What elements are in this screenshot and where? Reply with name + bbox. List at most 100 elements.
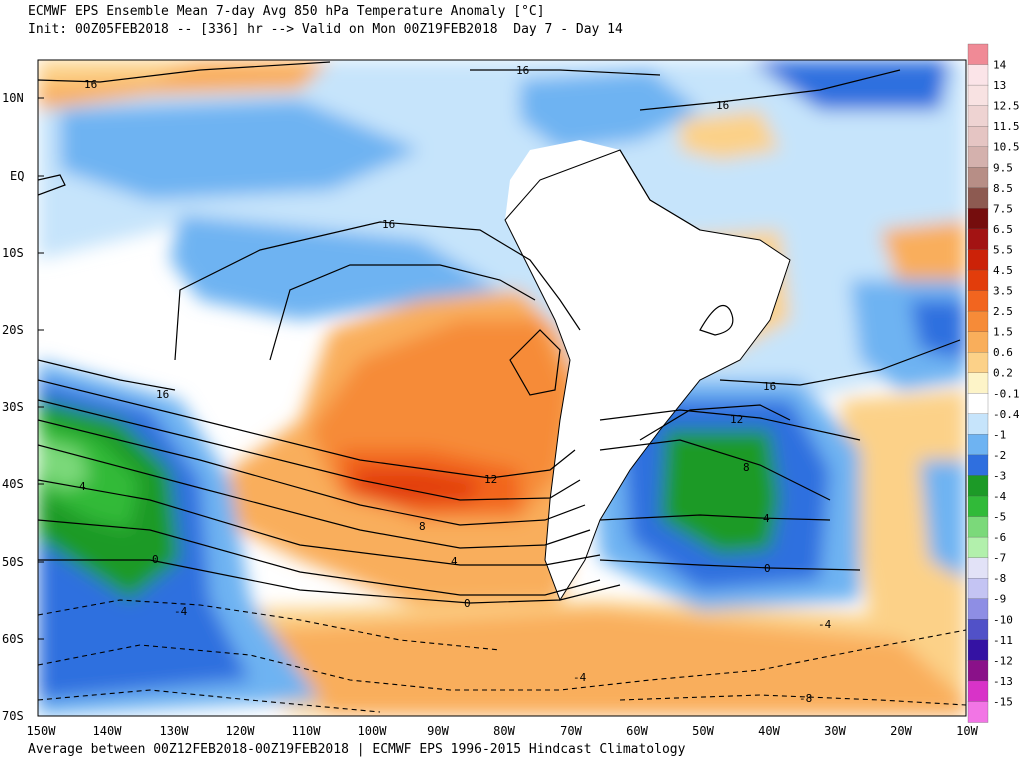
anomaly-field <box>38 60 966 716</box>
colorbar-label: 2.5 <box>993 305 1013 318</box>
colorbar-swatch <box>967 372 989 394</box>
colorbar-label: 9.5 <box>993 161 1013 174</box>
lat-axis: 10N EQ 10S 20S 30S 40S 50S 60S 70S <box>2 91 44 723</box>
colorbar-swatch <box>967 187 989 210</box>
contour-label: 16 <box>84 78 97 91</box>
colorbar-label: 7.5 <box>993 202 1013 215</box>
lon-label: 130W <box>160 724 190 738</box>
contours <box>38 61 961 604</box>
contour-label: 8 <box>419 520 426 533</box>
contour-label: 0 <box>152 553 159 566</box>
lon-label: 30W <box>824 724 846 738</box>
colorbar-label: 3.5 <box>993 285 1013 298</box>
colorbar-swatch <box>967 454 989 477</box>
colorbar-swatch <box>967 680 989 703</box>
init-valid-line: Init: 00Z05FEB2018 -- [336] hr --> Valid… <box>28 22 623 37</box>
colorbar-swatch <box>967 578 989 600</box>
contour-label: 4 <box>451 555 458 568</box>
contour-label: 12 <box>730 413 743 426</box>
negative-contours <box>38 599 966 713</box>
contour-label: 4 <box>79 480 86 493</box>
colorbar-swatch <box>967 105 989 127</box>
colorbar-label: 13 <box>993 79 1006 92</box>
colorbar-swatch <box>967 146 989 168</box>
lat-label: 30S <box>2 400 24 414</box>
colorbar <box>967 43 989 723</box>
colorbar-swatch <box>967 167 989 189</box>
lon-label: 100W <box>358 724 388 738</box>
colorbar-swatch <box>967 228 989 251</box>
contour-label: 16 <box>382 218 395 231</box>
lon-label: 60W <box>626 724 648 738</box>
colorbar-label: 6.5 <box>993 223 1013 236</box>
colorbar-label: 0.6 <box>993 346 1013 359</box>
contour-labels: 16 16 16 16 16 16 12 12 8 8 4 4 4 0 0 0 … <box>79 64 832 705</box>
contour-label: 0 <box>464 597 471 610</box>
colorbar-swatch <box>967 393 989 415</box>
contour-label: 16 <box>763 380 776 393</box>
colorbar-swatch <box>967 475 989 497</box>
lon-label: 70W <box>560 724 582 738</box>
colorbar-label: -12 <box>993 654 1013 667</box>
contour-label: 16 <box>716 99 729 112</box>
lat-label: EQ <box>10 169 24 183</box>
lon-axis: 150W 140W 130W 120W 110W 100W 90W 80W 70… <box>27 724 979 738</box>
colorbar-label: -0.1 <box>993 387 1020 400</box>
colorbar-label: -7 <box>993 552 1006 565</box>
lon-label: 150W <box>27 724 57 738</box>
contour-label: -4 <box>174 605 188 618</box>
lon-label: 20W <box>890 724 912 738</box>
contour-label: -8 <box>799 692 812 705</box>
lon-label: 10W <box>956 724 978 738</box>
colorbar-swatch <box>967 619 989 641</box>
lat-label: 50S <box>2 555 24 569</box>
lon-label: 90W <box>427 724 449 738</box>
colorbar-label: -9 <box>993 593 1006 606</box>
colorbar-label: -15 <box>993 696 1013 709</box>
colorbar-label: -6 <box>993 531 1006 544</box>
colorbar-swatch <box>967 64 989 86</box>
colorbar-swatch <box>967 413 989 436</box>
colorbar-swatch <box>967 269 989 292</box>
lat-label: 60S <box>2 632 24 646</box>
lat-label: 10S <box>2 246 24 260</box>
colorbar-swatch <box>967 639 989 662</box>
lon-label: 40W <box>758 724 780 738</box>
colorbar-label: -8 <box>993 572 1006 585</box>
colorbar-label: 0.2 <box>993 367 1013 380</box>
lat-label: 20S <box>2 323 24 337</box>
contour-label: -4 <box>573 671 587 684</box>
lat-label: 10N <box>2 91 24 105</box>
colorbar-label: -2 <box>993 449 1006 462</box>
colorbar-label: -13 <box>993 675 1013 688</box>
colorbar-label: -3 <box>993 470 1006 483</box>
contour-label: 16 <box>156 388 169 401</box>
lon-label: 110W <box>292 724 322 738</box>
colorbar-swatch <box>967 536 989 559</box>
colorbar-label: 5.5 <box>993 244 1013 257</box>
colorbar-swatch <box>967 331 989 353</box>
colorbar-label: -5 <box>993 511 1006 524</box>
contour-label: 8 <box>743 461 750 474</box>
map-frame <box>37 59 967 717</box>
colorbar-label: 10.5 <box>993 141 1020 154</box>
colorbar-swatch <box>967 84 989 107</box>
colorbar-label: 11.5 <box>993 120 1020 133</box>
colorbar-label: -11 <box>993 634 1013 647</box>
contour-label: 16 <box>516 64 529 77</box>
colorbar-swatch <box>967 352 989 374</box>
colorbar-swatch <box>967 434 989 456</box>
lon-label: 120W <box>226 724 256 738</box>
colorbar-label: 1.5 <box>993 326 1013 339</box>
colorbar-swatch <box>967 126 989 148</box>
colorbar-swatch <box>967 310 989 333</box>
chart-title: ECMWF EPS Ensemble Mean 7-day Avg 850 hP… <box>28 4 545 19</box>
colorbar-label: -4 <box>993 490 1007 503</box>
contour-label: -4 <box>818 618 832 631</box>
colorbar-swatch <box>967 290 989 312</box>
colorbar-label: 4.5 <box>993 264 1013 277</box>
lat-label: 70S <box>2 709 24 723</box>
colorbar-swatch <box>967 598 989 620</box>
contour-label: 12 <box>484 473 497 486</box>
